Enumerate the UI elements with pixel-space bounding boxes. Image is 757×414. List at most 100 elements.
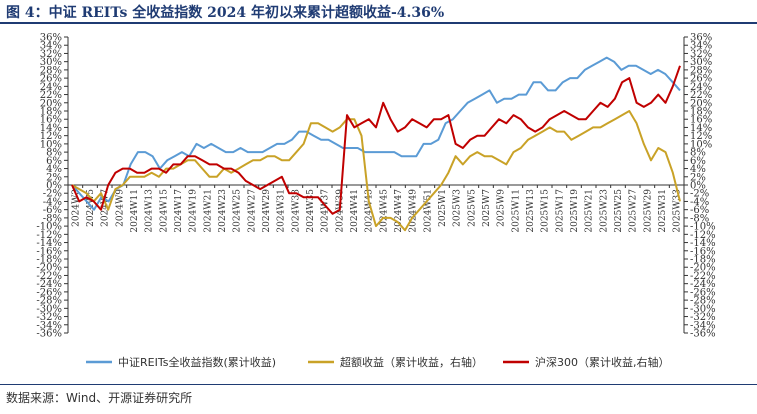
x-tick-label: 2024W15 [159, 189, 169, 233]
right-tick-label: -36% [690, 329, 716, 340]
right-tick-label: 10% [690, 139, 712, 150]
left-tick-label: -18% [36, 255, 62, 266]
right-tick-label: -14% [690, 238, 716, 249]
x-tick-label: 2025W27 [629, 189, 639, 233]
right-tick-label: 26% [690, 74, 712, 85]
left-tick-label: -24% [36, 279, 62, 290]
x-tick-label: 2024W23 [218, 189, 228, 233]
x-tick-label: 2024W29 [262, 189, 272, 233]
x-tick-label: 2024W21 [203, 189, 213, 233]
x-tick-label: 2024W19 [189, 189, 199, 233]
right-tick-label: -20% [690, 263, 716, 274]
left-tick-label: 0% [46, 181, 62, 192]
left-tick-label: 20% [40, 98, 62, 109]
x-tick-label: 2025W29 [643, 189, 653, 233]
left-tick-label: 36% [40, 33, 62, 44]
left-tick-label: -16% [36, 246, 62, 257]
left-tick-label: -20% [36, 263, 62, 274]
right-tick-label: 36% [690, 33, 712, 44]
x-tick-label: 2024W49 [409, 189, 419, 233]
left-tick-label: 8% [46, 148, 62, 159]
left-tick-label: 12% [40, 131, 62, 142]
left-tick-label: 32% [40, 49, 62, 60]
left-tick-label: 14% [40, 123, 62, 134]
right-tick-label: -30% [690, 304, 716, 315]
right-tick-label: 20% [690, 98, 712, 109]
right-tick-label: 18% [690, 107, 712, 118]
left-tick-label: 4% [46, 164, 62, 175]
right-tick-label: 6% [690, 156, 706, 167]
legend-label-3: 沪深300（累计收益,右轴） [535, 355, 670, 369]
left-tick-label: -28% [36, 296, 62, 307]
right-tick-label: -6% [690, 205, 709, 216]
right-tick-label: -28% [690, 296, 716, 307]
left-tick-label: -26% [36, 287, 62, 298]
x-tick-label: 2025W23 [599, 189, 609, 233]
right-tick-label: 24% [690, 82, 712, 93]
x-tick-label: 2024W47 [394, 189, 404, 233]
right-tick-label: 8% [690, 148, 706, 159]
left-tick-label: 24% [40, 82, 62, 93]
x-tick-label: 2025W15 [541, 189, 551, 233]
left-tick-label: -10% [36, 222, 62, 233]
x-tick-label: 2024W51 [423, 189, 433, 233]
left-tick-label: 2% [46, 172, 62, 183]
legend-label-1: 中证REITs全收益指数(累计收益) [118, 355, 276, 369]
series-line-3 [71, 65, 681, 215]
x-tick-label: 2025W19 [570, 189, 580, 233]
right-tick-label: -12% [690, 230, 716, 241]
right-tick-label: -4% [690, 197, 709, 208]
figure-title: 图 4：中证 REITs 全收益指数 2024 年初以来累计超额收益-4.36% [6, 5, 445, 21]
left-tick-label: 16% [40, 115, 62, 126]
right-tick-label: -16% [690, 246, 716, 257]
right-tick-label: -34% [690, 320, 716, 331]
left-tick-label: 34% [40, 41, 62, 52]
x-tick-label: 2025W33 [673, 189, 683, 233]
x-tick-label: 2024W41 [350, 189, 360, 233]
left-tick-label: -2% [43, 189, 62, 200]
left-tick-label: 28% [40, 65, 62, 76]
x-tick-label: 2024W33 [291, 189, 301, 233]
x-tick-label: 2024W3 [71, 189, 81, 227]
right-tick-label: 30% [690, 57, 712, 68]
x-tick-label: 2024W27 [247, 189, 257, 233]
x-tick-label: 2025W31 [658, 189, 668, 233]
series-line-1 [71, 56, 681, 211]
data-source-note: 数据来源：Wind、开源证券研究所 [6, 391, 193, 405]
left-tick-label: -14% [36, 238, 62, 249]
left-tick-label: 26% [40, 74, 62, 85]
x-tick-label: 2025W3 [453, 189, 463, 227]
series-line-2 [71, 110, 681, 232]
left-tick-label: -12% [36, 230, 62, 241]
right-tick-label: -24% [690, 279, 716, 290]
x-tick-label: 2025W5 [467, 189, 477, 227]
x-tick-label: 2024W13 [145, 189, 155, 233]
right-tick-label: 22% [690, 90, 712, 101]
right-tick-label: -26% [690, 287, 716, 298]
left-tick-label: 10% [40, 139, 62, 150]
x-tick-label: 2024W43 [365, 189, 375, 233]
right-tick-label: 0% [690, 181, 706, 192]
x-tick-label: 2025W7 [482, 189, 492, 227]
left-tick-label: -22% [36, 271, 62, 282]
x-tick-label: 2024W37 [321, 189, 331, 233]
x-tick-label: 2025W25 [614, 189, 624, 233]
x-tick-label: 2024W7 [101, 189, 111, 227]
right-tick-label: 28% [690, 65, 712, 76]
footer-rule [0, 384, 757, 385]
x-tick-label: 2024W11 [130, 189, 140, 233]
right-tick-label: 16% [690, 115, 712, 126]
right-tick-label: -2% [690, 189, 709, 200]
line-chart: -36%-34%-32%-30%-28%-26%-24%-22%-20%-18%… [36, 33, 716, 370]
right-tick-label: -32% [690, 312, 716, 323]
left-tick-label: -4% [43, 197, 62, 208]
x-tick-label: 2024W39 [335, 189, 345, 233]
right-tick-label: 14% [690, 123, 712, 134]
right-tick-label: 4% [690, 164, 706, 175]
left-tick-label: -34% [36, 320, 62, 331]
x-tick-label: 2025W21 [585, 189, 595, 233]
x-tick-label: 2024W25 [233, 189, 243, 233]
right-tick-label: -22% [690, 271, 716, 282]
right-tick-label: 2% [690, 172, 706, 183]
right-tick-label: 34% [690, 41, 712, 52]
